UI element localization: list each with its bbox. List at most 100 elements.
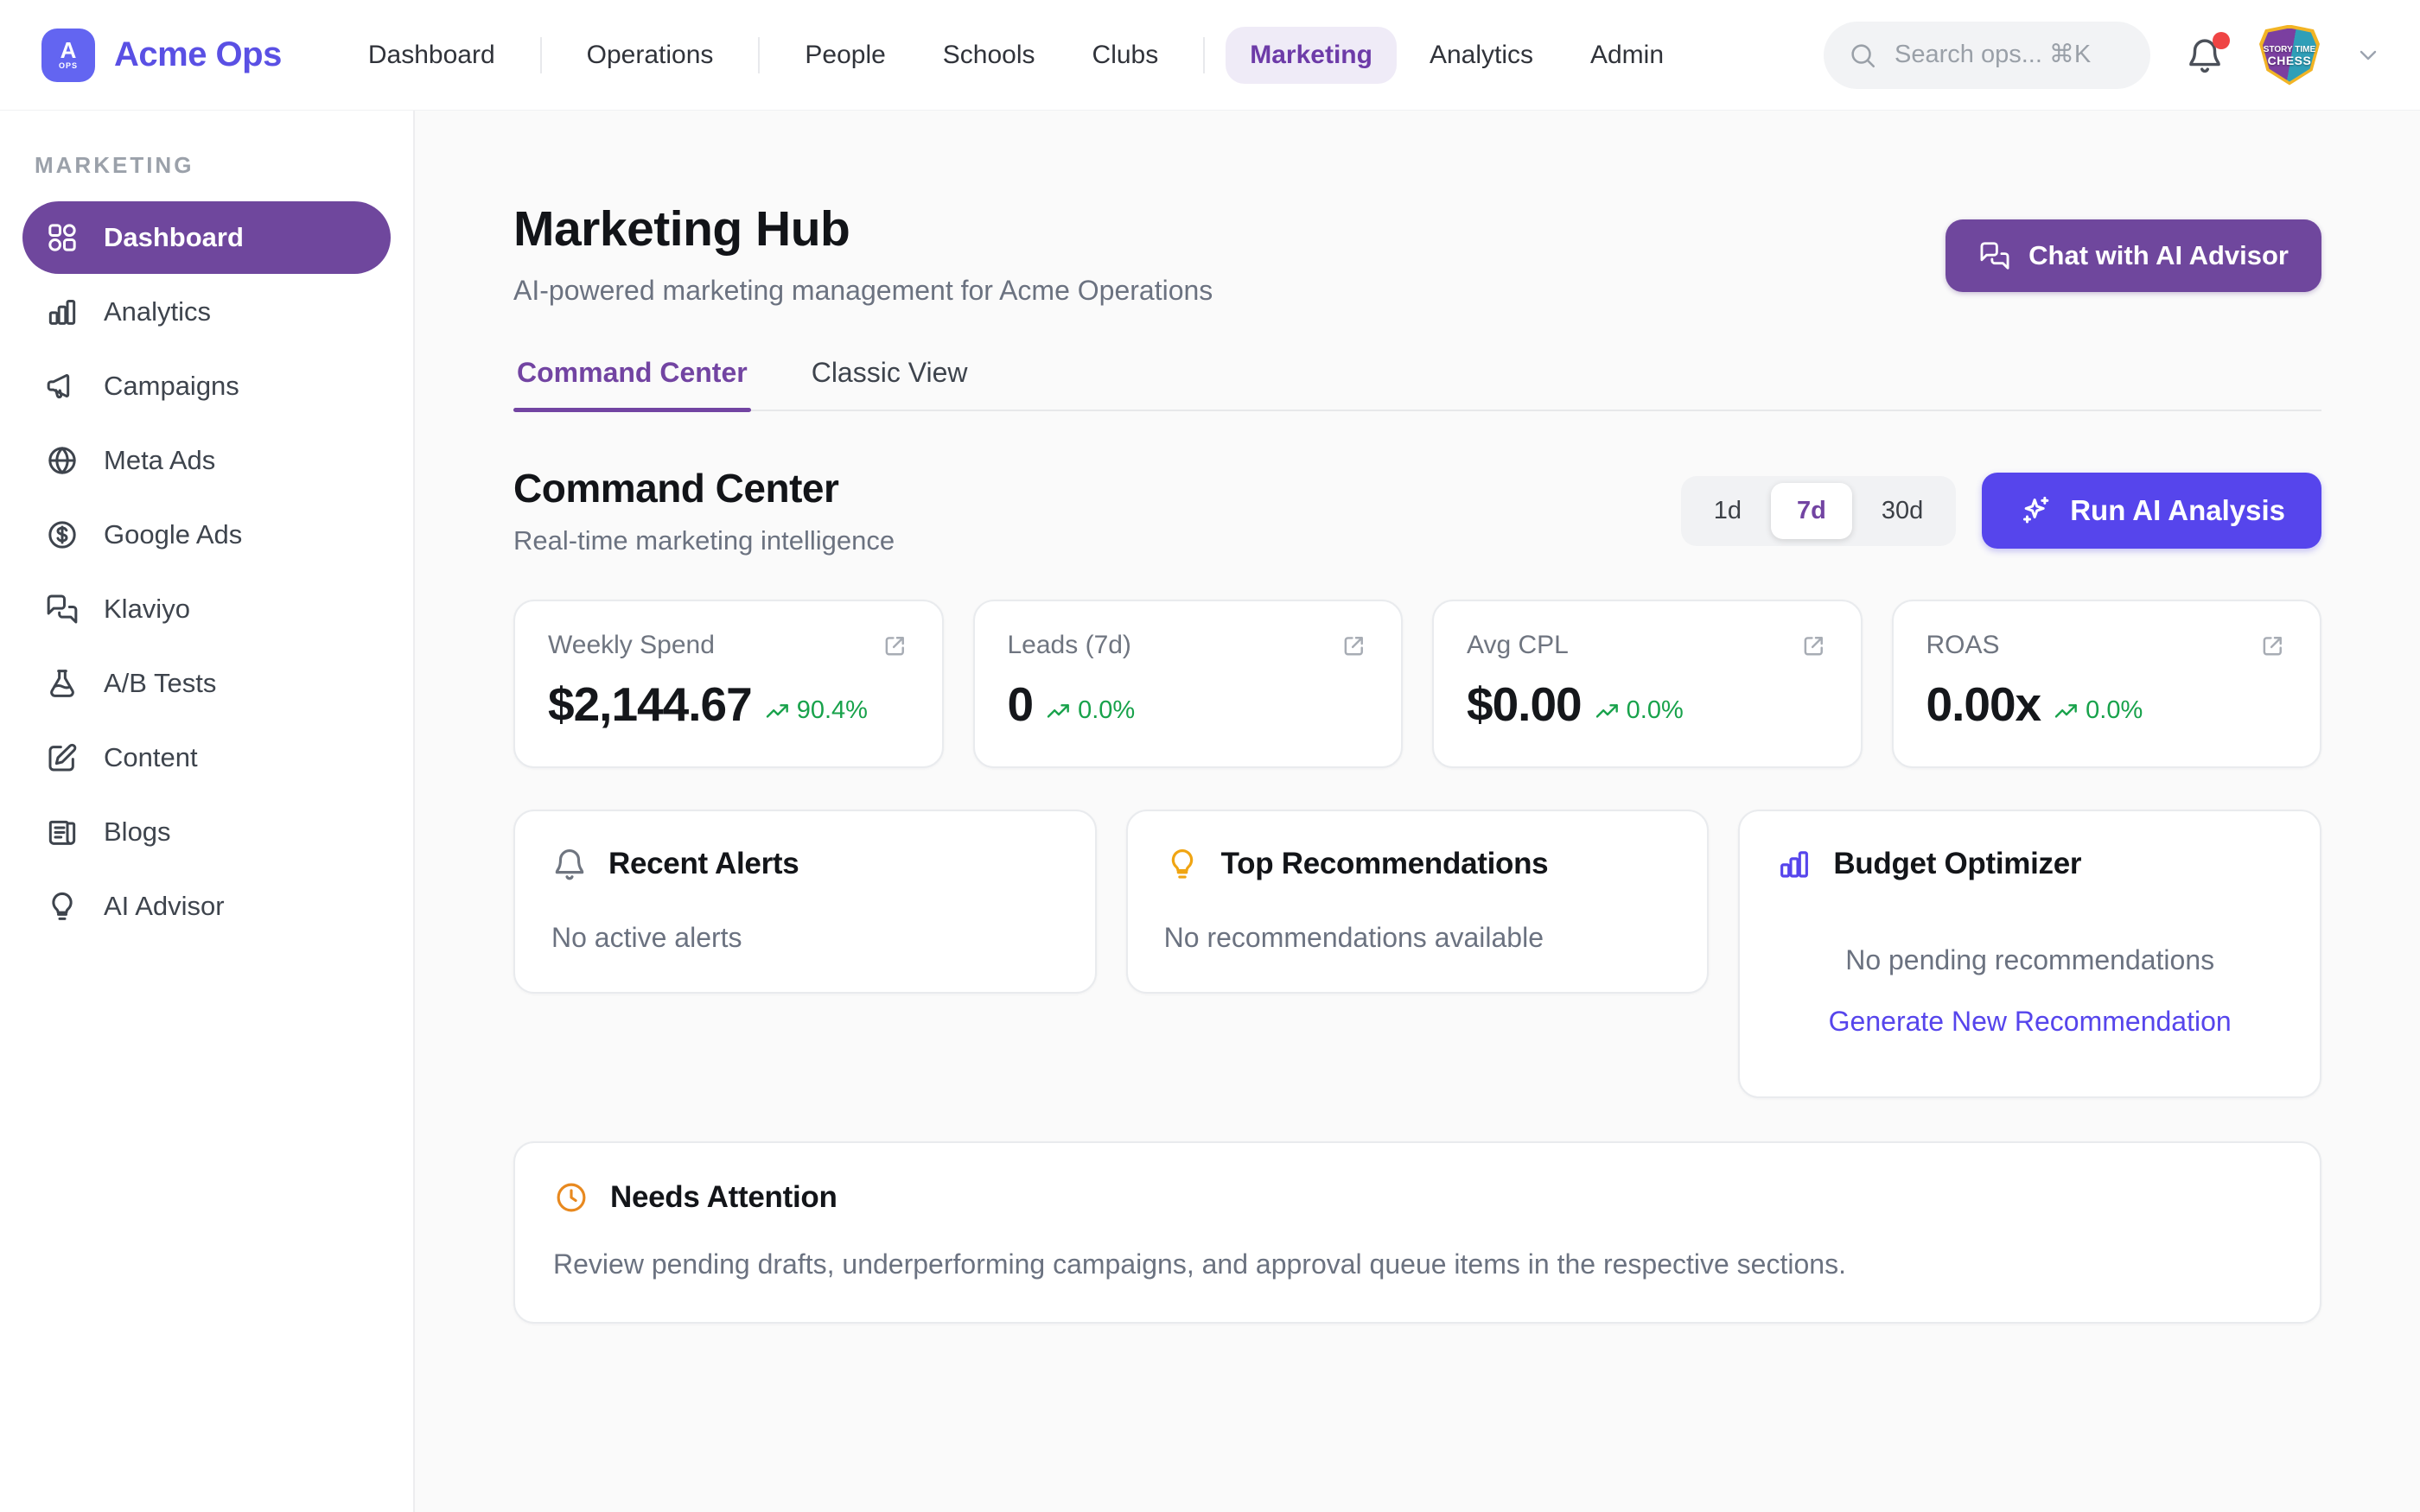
nav-item-marketing[interactable]: Marketing [1226, 27, 1397, 84]
panel-title: Needs Attention [610, 1180, 837, 1215]
marketing-hub-page: A OPS Acme Ops Dashboard Operations Peop… [0, 0, 2420, 1512]
trend-up-icon [2053, 697, 2080, 725]
sidebar-item-label: Klaviyo [104, 594, 190, 625]
nav-item-clubs[interactable]: Clubs [1068, 27, 1183, 84]
search-input[interactable] [1893, 40, 2126, 70]
globe-icon [45, 443, 80, 478]
nav-divider [1203, 37, 1205, 73]
top-recommendations-panel: Top Recommendations No recommendations a… [1126, 810, 1710, 994]
sidebar-item-analytics[interactable]: Analytics [22, 276, 391, 348]
section-title: Command Center [513, 465, 895, 511]
sidebar-item-ai-advisor[interactable]: AI Advisor [22, 870, 391, 943]
recommendations-empty-state: No recommendations available [1164, 922, 1672, 954]
acme-logo: A OPS [41, 29, 95, 82]
dollar-circle-icon [45, 518, 80, 552]
external-link-icon[interactable] [2258, 632, 2287, 660]
trend-value: 0.0% [2086, 696, 2143, 725]
nav-divider [758, 37, 760, 73]
lightbulb-icon [45, 889, 80, 924]
nav-item-analytics[interactable]: Analytics [1405, 27, 1557, 84]
recent-alerts-panel: Recent Alerts No active alerts [513, 810, 1097, 994]
flask-icon [45, 666, 80, 701]
nav-item-operations[interactable]: Operations [563, 27, 738, 84]
panel-row: Recent Alerts No active alerts Top Recom… [513, 810, 2321, 1098]
avatar[interactable]: STORY TIME CHESS [2259, 25, 2320, 86]
range-7d-button[interactable]: 7d [1771, 483, 1852, 539]
main-nav: Dashboard Operations People Schools Club… [344, 27, 1688, 84]
sidebar-item-label: Meta Ads [104, 445, 215, 476]
nav-item-dashboard[interactable]: Dashboard [344, 27, 519, 84]
bar-chart-icon [45, 295, 80, 329]
trend-value: 90.4% [797, 696, 868, 725]
nav-item-admin[interactable]: Admin [1566, 27, 1688, 84]
brand[interactable]: A OPS Acme Ops [41, 29, 282, 82]
stat-value: $2,144.67 [548, 681, 752, 728]
range-30d-button[interactable]: 30d [1856, 483, 1949, 539]
sidebar-item-klaviyo[interactable]: Klaviyo [22, 573, 391, 645]
range-segmented-control: 1d 7d 30d [1681, 476, 1957, 546]
main-content: Marketing Hub AI-powered marketing manag… [415, 111, 2420, 1512]
nav-divider [540, 37, 542, 73]
chevron-down-icon [2354, 41, 2382, 69]
stat-label: Weekly Spend [548, 631, 715, 660]
panel-title: Top Recommendations [1221, 847, 1549, 881]
budget-optimizer-panel: Budget Optimizer No pending recommendati… [1738, 810, 2321, 1098]
chat-with-ai-advisor-button[interactable]: Chat with AI Advisor [1946, 219, 2321, 292]
sidebar: MARKETING Dashboard Analytics Campaigns … [0, 111, 415, 1512]
stat-label: Avg CPL [1467, 631, 1569, 660]
logo-sub: OPS [59, 61, 78, 71]
external-link-icon[interactable] [881, 632, 909, 660]
page-title: Marketing Hub [513, 200, 1213, 257]
trend-up-icon [1594, 697, 1621, 725]
sidebar-item-label: Google Ads [104, 519, 242, 550]
panel-title: Recent Alerts [608, 847, 799, 881]
run-ai-analysis-button[interactable]: Run AI Analysis [1982, 473, 2321, 549]
sidebar-item-dashboard[interactable]: Dashboard [22, 201, 391, 274]
trend-value: 0.0% [1627, 696, 1684, 725]
chat-icon [1978, 239, 2011, 272]
sidebar-item-google-ads[interactable]: Google Ads [22, 499, 391, 571]
pencil-square-icon [45, 740, 80, 775]
page-subtitle: AI-powered marketing management for Acme… [513, 275, 1213, 307]
sidebar-item-ab-tests[interactable]: A/B Tests [22, 647, 391, 720]
notification-badge [2213, 32, 2230, 49]
sidebar-item-content[interactable]: Content [22, 721, 391, 794]
chat-bubbles-icon [45, 592, 80, 626]
topbar-right: STORY TIME CHESS [1824, 22, 2382, 89]
trend-up-icon [1045, 697, 1073, 725]
newspaper-icon [45, 815, 80, 849]
brand-name: Acme Ops [114, 35, 282, 74]
stat-card-weekly-spend: Weekly Spend $2,144.67 90.4% [513, 600, 944, 768]
clock-icon [553, 1179, 589, 1216]
sidebar-item-label: Campaigns [104, 371, 239, 402]
external-link-icon[interactable] [1799, 632, 1828, 660]
range-1d-button[interactable]: 1d [1688, 483, 1767, 539]
sidebar-item-label: A/B Tests [104, 668, 216, 699]
alerts-empty-state: No active alerts [551, 922, 1059, 954]
stat-label: ROAS [1926, 631, 2000, 660]
sidebar-item-blogs[interactable]: Blogs [22, 796, 391, 868]
sidebar-item-campaigns[interactable]: Campaigns [22, 350, 391, 422]
sidebar-item-label: AI Advisor [104, 891, 225, 922]
tab-command-center[interactable]: Command Center [513, 355, 751, 410]
external-link-icon[interactable] [1340, 632, 1368, 660]
nav-item-schools[interactable]: Schools [919, 27, 1060, 84]
tab-classic-view[interactable]: Classic View [808, 355, 971, 410]
nav-item-people[interactable]: People [780, 27, 909, 84]
avatar-text: STORY TIME CHESS [2259, 25, 2320, 86]
panel-title: Budget Optimizer [1833, 847, 2081, 881]
generate-recommendation-link[interactable]: Generate New Recommendation [1829, 1006, 2232, 1038]
bell-icon [551, 846, 588, 882]
sidebar-item-label: Blogs [104, 816, 171, 848]
needs-attention-card: Needs Attention Review pending drafts, u… [513, 1141, 2321, 1324]
needs-attention-body: Review pending drafts, underperforming c… [553, 1248, 2282, 1280]
account-menu-button[interactable] [2354, 41, 2382, 69]
notifications-button[interactable] [2185, 35, 2225, 75]
sparkles-icon [2018, 493, 2053, 528]
sidebar-item-label: Analytics [104, 296, 211, 327]
sidebar-section-label: MARKETING [35, 152, 391, 179]
trend-up-icon [764, 697, 792, 725]
search-icon [1848, 41, 1877, 70]
sidebar-item-meta-ads[interactable]: Meta Ads [22, 424, 391, 497]
trend-value: 0.0% [1078, 696, 1135, 725]
